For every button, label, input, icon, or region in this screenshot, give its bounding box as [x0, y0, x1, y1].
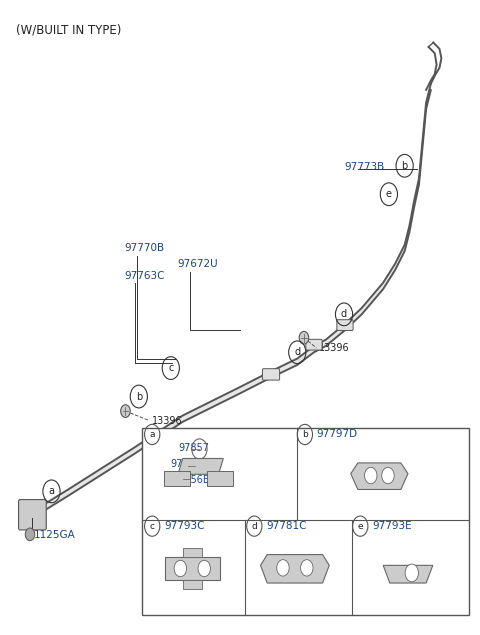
Polygon shape	[261, 554, 329, 583]
Text: 13396: 13396	[152, 415, 182, 425]
FancyBboxPatch shape	[19, 500, 46, 530]
Text: 97672U: 97672U	[177, 259, 217, 269]
Circle shape	[300, 559, 313, 576]
Text: a: a	[48, 486, 55, 497]
Polygon shape	[33, 84, 431, 517]
Text: e: e	[386, 189, 392, 199]
Circle shape	[198, 560, 210, 577]
Polygon shape	[183, 548, 202, 557]
Text: 97856B: 97856B	[172, 475, 210, 485]
Text: 13396: 13396	[319, 343, 349, 353]
Text: b: b	[302, 430, 308, 439]
Text: 97763C: 97763C	[124, 271, 165, 281]
FancyBboxPatch shape	[337, 319, 353, 330]
Text: 97623A: 97623A	[171, 459, 208, 469]
Circle shape	[364, 467, 377, 484]
Text: d: d	[252, 521, 257, 531]
Circle shape	[120, 404, 130, 417]
Text: d: d	[294, 347, 300, 358]
Circle shape	[405, 564, 419, 582]
Text: c: c	[150, 521, 155, 531]
Circle shape	[174, 560, 187, 577]
Text: d: d	[341, 309, 347, 319]
Text: 97781C: 97781C	[266, 521, 307, 531]
FancyBboxPatch shape	[263, 369, 280, 380]
Text: 97793E: 97793E	[372, 521, 412, 531]
Text: a: a	[149, 430, 155, 439]
Text: 97793C: 97793C	[164, 521, 204, 531]
Text: c: c	[168, 363, 173, 373]
FancyBboxPatch shape	[142, 427, 469, 615]
Polygon shape	[164, 471, 190, 486]
Text: (W/BUILT IN TYPE): (W/BUILT IN TYPE)	[16, 23, 121, 37]
Circle shape	[299, 331, 309, 344]
Text: e: e	[358, 521, 363, 531]
Text: 97857: 97857	[178, 443, 209, 453]
Polygon shape	[183, 580, 202, 589]
Text: b: b	[136, 392, 142, 401]
Text: 1125GA: 1125GA	[34, 530, 75, 540]
Polygon shape	[206, 471, 233, 486]
Circle shape	[25, 528, 35, 540]
Circle shape	[277, 559, 289, 576]
Text: 97770B: 97770B	[124, 243, 165, 253]
Text: 97773B: 97773B	[344, 162, 384, 172]
Polygon shape	[351, 463, 408, 490]
Polygon shape	[178, 458, 223, 474]
FancyBboxPatch shape	[306, 339, 322, 350]
Polygon shape	[165, 557, 220, 580]
Text: 97797D: 97797D	[317, 429, 358, 439]
Text: b: b	[401, 161, 408, 171]
Circle shape	[382, 467, 394, 484]
Polygon shape	[383, 565, 433, 583]
